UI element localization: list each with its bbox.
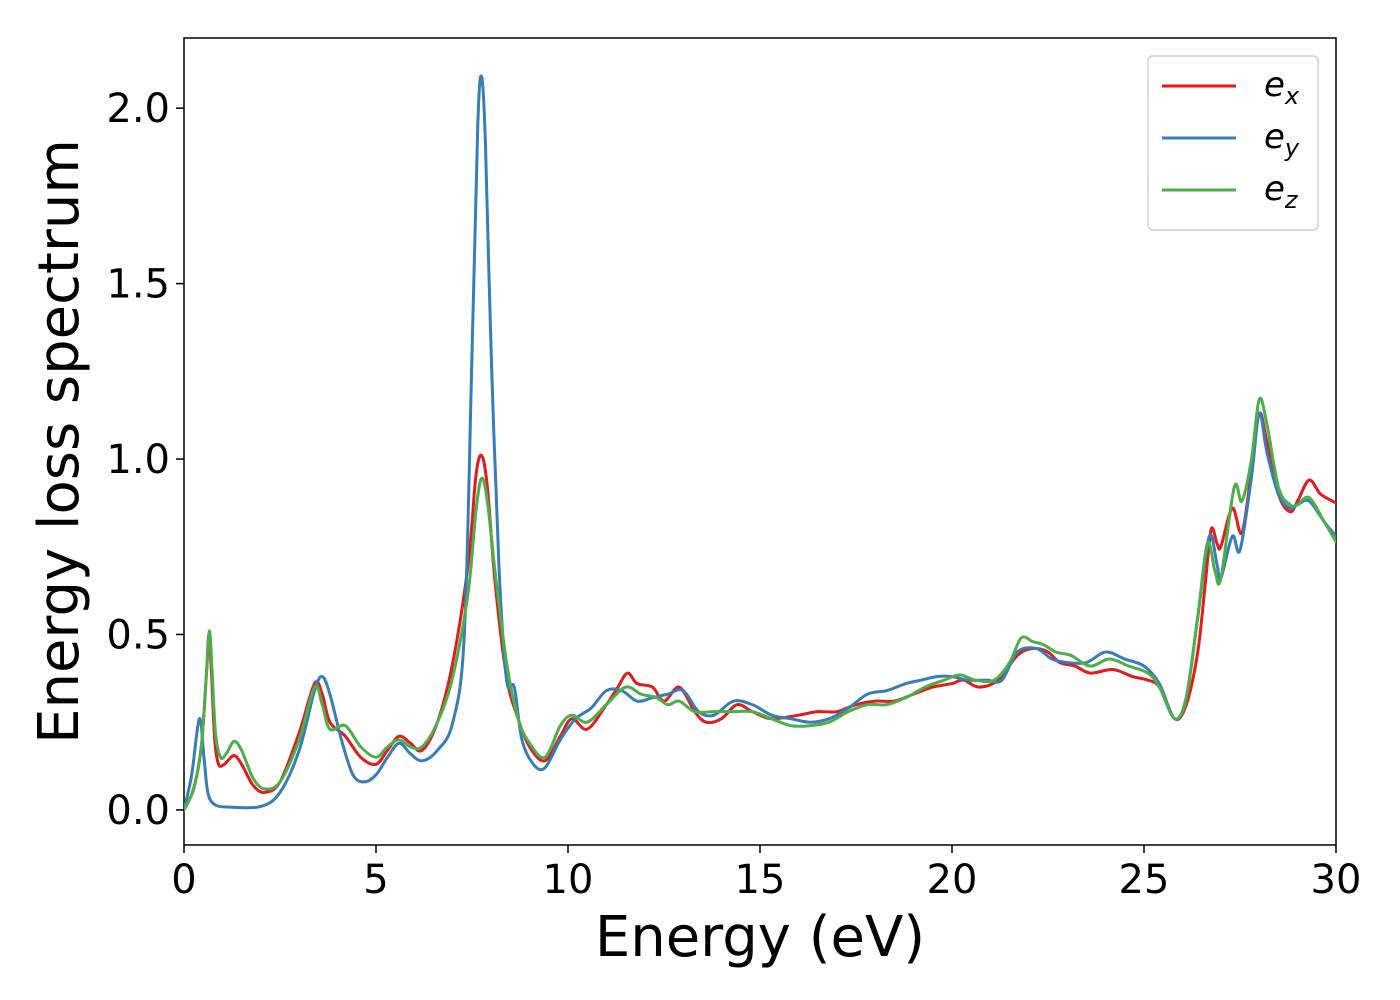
y-axis-label: Energy loss spectrum bbox=[27, 139, 92, 744]
legend-box bbox=[1147, 55, 1319, 231]
legend-entry-z: ez bbox=[1162, 169, 1299, 214]
y-tick-label: 1.5 bbox=[106, 262, 170, 308]
legend-label: ez bbox=[1264, 169, 1299, 214]
x-tick-label: 25 bbox=[1119, 857, 1170, 903]
plot-area bbox=[183, 37, 1337, 846]
legend-label-subscript: x bbox=[1284, 82, 1300, 110]
series-line-z bbox=[184, 396, 1336, 812]
series-layer bbox=[184, 74, 1336, 812]
x-tick-label: 0 bbox=[171, 857, 196, 903]
x-tick-label: 10 bbox=[543, 857, 594, 903]
y-tick-label: 1.0 bbox=[106, 437, 170, 483]
x-axis-ticks: 0 5 10 15 20 25 30 bbox=[171, 845, 1361, 903]
x-tick-label: 5 bbox=[363, 857, 388, 903]
x-tick-label: 30 bbox=[1311, 857, 1362, 903]
x-tick-label: 20 bbox=[927, 857, 978, 903]
x-axis-label: Energy (eV) bbox=[595, 905, 925, 970]
legend-label-subscript: y bbox=[1284, 134, 1300, 162]
legend-label-subscript: z bbox=[1284, 186, 1299, 214]
y-tick-label: 0.0 bbox=[106, 788, 170, 834]
y-tick-label: 2.0 bbox=[106, 86, 170, 132]
y-tick-label: 0.5 bbox=[106, 612, 170, 658]
y-axis-ticks: 0.0 0.5 1.0 1.5 2.0 bbox=[106, 86, 184, 834]
x-tick-label: 15 bbox=[735, 857, 786, 903]
